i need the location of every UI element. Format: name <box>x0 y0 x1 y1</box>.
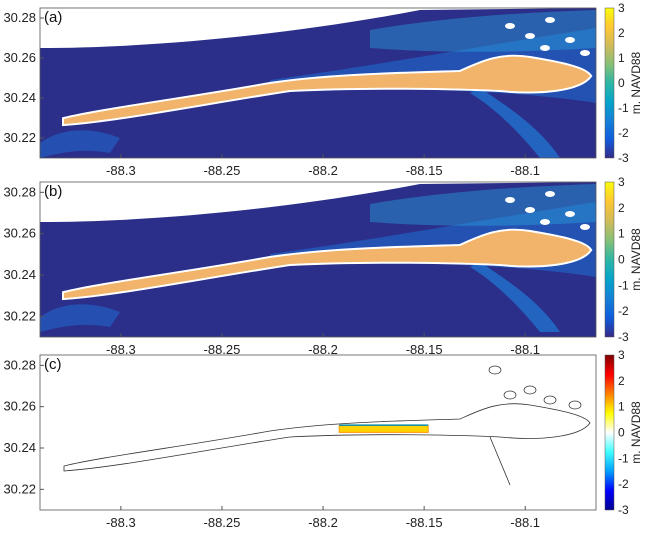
x-tick-label: -88.15 <box>406 515 443 530</box>
colorbar-tick-label: -3 <box>618 330 629 344</box>
axes-frame <box>39 181 597 338</box>
islet <box>525 33 535 39</box>
islet <box>545 191 555 197</box>
x-tick-label: -88.2 <box>308 515 338 530</box>
y-tick-label: 30.24 <box>3 440 36 455</box>
colorbar-label: m. NAVD88 <box>629 228 643 291</box>
colorbar-tick-label: -3 <box>618 503 629 517</box>
islet-outline <box>488 365 502 375</box>
islet <box>505 197 515 203</box>
islet <box>545 17 555 23</box>
y-tick-label: 30.24 <box>3 90 36 105</box>
colorbar-tick-label: -3 <box>618 151 629 165</box>
colorbar-tick-label: 2 <box>618 201 625 215</box>
islet <box>580 224 590 230</box>
x-tick-label: -88.1 <box>510 163 540 178</box>
no-data-region <box>40 182 596 222</box>
colorbar-tick-label: 3 <box>618 175 625 189</box>
islet <box>505 23 515 29</box>
x-tick-label: -88.15 <box>406 342 443 357</box>
x-tick-label: -88.25 <box>204 342 241 357</box>
colorbar-tick-label: 1 <box>618 400 625 414</box>
islet-outline <box>523 385 537 395</box>
no-data-region <box>40 8 596 48</box>
colorbar <box>604 7 615 159</box>
panel-label: (c) <box>44 356 62 373</box>
shoal-region-north <box>370 10 596 52</box>
x-tick-label: -88.2 <box>308 342 338 357</box>
x-tick-label: -88.15 <box>406 163 443 178</box>
y-tick-label: 30.28 <box>3 357 36 372</box>
island-elevation <box>64 56 590 124</box>
colorbar-tick-label: 2 <box>618 26 625 40</box>
island-outline <box>63 403 591 472</box>
channel-shoal <box>470 262 560 332</box>
colorbar-tick-label: 3 <box>618 348 625 362</box>
y-tick-label: 30.22 <box>3 481 36 496</box>
y-tick-label: 30.22 <box>3 308 36 323</box>
colorbar-tick-label: 0 <box>618 253 625 267</box>
shoal-region-north <box>370 184 596 226</box>
channel-shoal <box>470 88 560 158</box>
islet-outline <box>543 395 557 405</box>
colorbar-tick-label: 2 <box>618 374 625 388</box>
x-tick-label: -88.1 <box>510 515 540 530</box>
colorbar-tick-label: -1 <box>618 278 629 292</box>
island-elevation <box>64 230 590 298</box>
islet-outline <box>568 400 582 410</box>
islet-outline <box>503 390 517 400</box>
colorbar-tick-label: 1 <box>618 227 625 241</box>
x-tick-label: -88.1 <box>510 342 540 357</box>
difference-band <box>338 424 429 433</box>
x-tick-label: -88.3 <box>106 515 136 530</box>
colorbar-tick-label: -2 <box>618 477 629 491</box>
panel-label: (a) <box>44 9 62 26</box>
islet <box>580 50 590 56</box>
islet <box>565 37 575 43</box>
colorbar-tick-label: -2 <box>618 304 629 318</box>
west-shoal <box>40 304 120 332</box>
islet <box>525 207 535 213</box>
spit-outline <box>489 436 511 486</box>
x-tick-label: -88.3 <box>106 342 136 357</box>
plot-area <box>40 8 596 158</box>
panel-label: (b) <box>44 183 62 200</box>
colorbar-tick-label: -2 <box>618 126 629 140</box>
colorbar-tick-label: -1 <box>618 101 629 115</box>
x-tick-label: -88.3 <box>106 163 136 178</box>
y-tick-label: 30.28 <box>3 10 36 25</box>
y-tick-label: 30.28 <box>3 184 36 199</box>
x-tick-label: -88.2 <box>308 163 338 178</box>
x-tick-label: -88.25 <box>204 163 241 178</box>
plot-area <box>40 182 596 337</box>
colorbar-tick-label: 0 <box>618 76 625 90</box>
panel-1: -88.3 -88.25 -88.2 -88.15 -88.1 30.22 30.24 30.… <box>3 1 643 178</box>
panel-2: -88.3 -88.25 -88.2 -88.15 -88.1 30.22 30.24 30.… <box>3 175 643 357</box>
y-tick-label: 30.22 <box>3 130 36 145</box>
axes-frame <box>39 7 597 159</box>
colorbar-tick-label: -1 <box>618 451 629 465</box>
axes-frame <box>39 354 597 511</box>
y-tick-label: 30.24 <box>3 267 36 282</box>
islet <box>540 219 550 225</box>
x-tick-label: -88.25 <box>204 515 241 530</box>
y-tick-label: 30.26 <box>3 226 36 241</box>
colorbar-label: m. NAVD88 <box>629 401 643 464</box>
colorbar-label: m. NAVD88 <box>629 51 643 114</box>
west-shoal <box>40 130 120 158</box>
colorbar-tick-label: 3 <box>618 1 625 15</box>
islet <box>540 45 550 51</box>
colorbar-tick-label: 0 <box>618 426 625 440</box>
difference-edge <box>339 424 429 426</box>
plot-area <box>63 365 591 486</box>
islet <box>565 211 575 217</box>
y-tick-label: 30.26 <box>3 399 36 414</box>
colorbar <box>604 181 615 338</box>
y-tick-label: 30.26 <box>3 50 36 65</box>
panel-3: -88.3 -88.25 -88.2 -88.15 -88.1 30.22 30.24 30.… <box>3 348 643 530</box>
colorbar-tick-label: 1 <box>618 51 625 65</box>
colorbar <box>604 354 615 511</box>
